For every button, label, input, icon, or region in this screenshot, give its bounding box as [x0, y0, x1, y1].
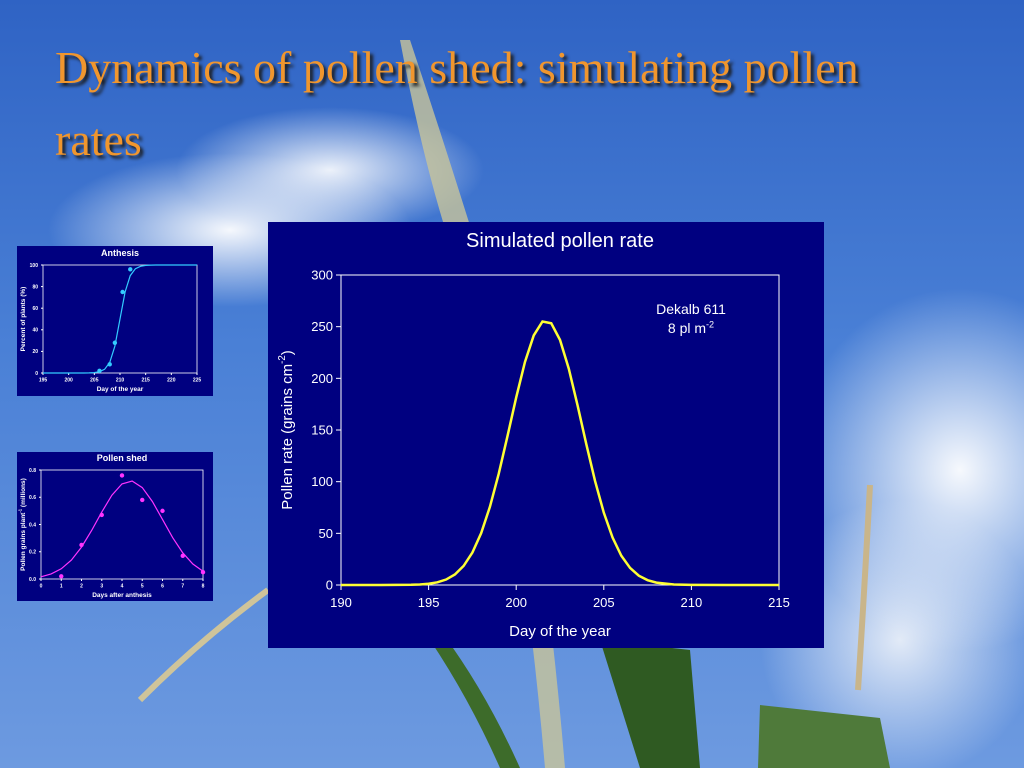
y-tick-label: 0.2: [29, 550, 36, 556]
slide-title: Dynamics of pollen shed: simulating poll…: [55, 42, 859, 165]
data-point: [200, 569, 206, 575]
annotation-part: Dekalb 611: [656, 301, 726, 317]
x-tick-label: 195: [418, 595, 440, 610]
y-axis-label-sup: -2: [277, 355, 288, 364]
x-tick-label: 7: [181, 584, 184, 590]
x-tick-label: 8: [202, 584, 205, 590]
data-point: [180, 553, 185, 559]
y-tick-label: 60: [32, 306, 38, 312]
y-tick-label: 300: [311, 268, 333, 283]
chart-title: Simulated pollen rate: [466, 230, 654, 252]
y-axis-label-part: Pollen grains plant: [20, 512, 27, 571]
x-tick-label: 210: [681, 595, 703, 610]
y-axis-label: Pollen rate (grains cm-2): [277, 350, 296, 510]
y-axis-label-part: ): [279, 350, 296, 355]
x-tick-label: 205: [90, 378, 99, 384]
x-tick-label: 200: [64, 378, 73, 384]
data-point: [59, 574, 64, 579]
x-tick-label: 6: [161, 584, 164, 590]
chart-main: Simulated pollen rate 0 50 100 150 200 250 300 1…: [268, 222, 824, 648]
y-tick-label: 40: [32, 328, 38, 334]
x-tick-label: 0: [40, 584, 43, 590]
data-line: [341, 320, 779, 587]
annotation: 8 pl m-2: [668, 319, 714, 336]
y-tick-label: 100: [30, 263, 39, 269]
x-tick-label: 1: [60, 584, 63, 590]
y-tick-label: 100: [311, 474, 333, 489]
data-point: [128, 267, 133, 272]
y-tick-label: 50: [319, 526, 333, 541]
x-tick-label: 215: [768, 595, 790, 610]
y-tick-label: 0.0: [29, 577, 36, 583]
data-point: [79, 542, 84, 548]
x-tick-label: 2: [80, 584, 83, 590]
x-tick-label: 215: [141, 378, 150, 384]
x-tick-label: 4: [121, 584, 124, 590]
annotation: Dekalb 611: [656, 301, 726, 317]
data-point: [160, 508, 165, 514]
data-point: [140, 497, 145, 503]
plot-frame: [40, 469, 204, 580]
x-tick-label: 195: [39, 378, 48, 384]
y-axis-label: Percent of plants (%): [20, 287, 27, 352]
x-tick-label: 205: [593, 595, 615, 610]
y-tick-label: 0: [35, 371, 38, 377]
x-axis-label: Day of the year: [509, 623, 611, 640]
chart-pollen-shed: Pollen shed 0.0 0.2 0.4 0.6 0.8 0 1 2 3 4 5 6 7 8 Days …: [17, 452, 213, 601]
y-tick-label: 200: [311, 371, 333, 386]
chart-anthesis: Anthesis 0 20 40 60 80 100 195 200 205 210 215 220 22…: [17, 246, 213, 396]
data-point: [120, 289, 125, 295]
y-axis-label-part: Pollen rate (grains cm: [279, 364, 296, 510]
x-tick-label: 225: [193, 378, 202, 384]
y-tick-label: 0: [326, 578, 333, 593]
data-point: [112, 340, 118, 345]
y-tick-label: 0.8: [29, 468, 36, 474]
x-tick-label: 220: [167, 378, 176, 384]
x-axis-label: Day of the year: [97, 386, 144, 393]
y-axis-label: Pollen grains plant-1 (millions): [18, 478, 27, 571]
data-line: [40, 480, 204, 578]
data-point: [97, 368, 102, 374]
x-tick-label: 5: [141, 584, 144, 590]
y-tick-label: 0.4: [29, 522, 36, 528]
data-line: [43, 264, 197, 374]
y-axis-label-part: (millions): [20, 478, 27, 509]
chart-title: Anthesis: [101, 248, 139, 258]
y-axis-label-sup: -1: [18, 508, 23, 512]
y-tick-label: 20: [32, 349, 38, 355]
x-tick-label: 190: [330, 595, 352, 610]
y-tick-label: 0.6: [29, 495, 36, 501]
x-tick-label: 200: [505, 595, 527, 610]
data-point: [119, 473, 125, 478]
x-tick-label: 3: [100, 584, 103, 590]
data-point: [99, 512, 104, 518]
annotation-sup: -2: [706, 319, 714, 329]
y-tick-label: 250: [311, 319, 333, 334]
annotation-part: 8 pl m: [668, 320, 706, 336]
y-tick-label: 150: [311, 423, 333, 438]
x-tick-label: 210: [116, 378, 125, 384]
y-tick-label: 80: [32, 284, 38, 290]
x-axis-label: Days after anthesis: [92, 592, 152, 599]
data-point: [107, 362, 112, 367]
chart-title: Pollen shed: [97, 453, 148, 463]
y-axis-label-part: Percent of plants (%): [20, 287, 27, 352]
